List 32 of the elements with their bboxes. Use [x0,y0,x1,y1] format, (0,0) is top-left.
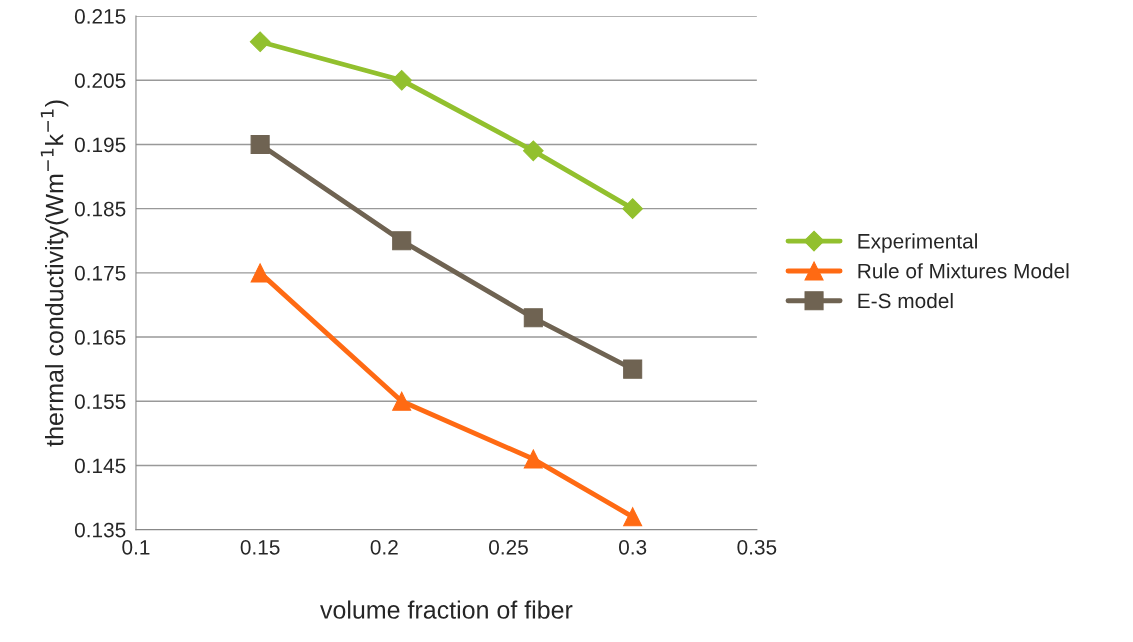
y-tick-label: 0.135 [74,522,126,538]
x-tick-label: 0.25 [489,539,528,555]
point [392,391,412,411]
point [250,134,270,154]
y-tick-label: 0.215 [74,9,126,24]
x-tick-label: 0.3 [619,539,647,555]
legend-label: Rule of Mixtures Model [858,263,1069,279]
point [522,140,544,162]
legend-label: E-S model [858,292,953,309]
y-tick-label: 0.205 [74,73,126,88]
x-tick-label: 0.15 [240,539,280,555]
x-axis-title: volume fraction of fiber [320,600,573,619]
y-tick-label: 0.195 [74,137,126,153]
x-tick-label: 0.35 [737,539,777,555]
y-axis-title: thermal conductivity(Wm$^{−1}$k$^{−1}$) [40,100,69,447]
point [623,359,643,379]
point [392,231,412,251]
x-tick-label: 0.1 [122,539,150,555]
point [250,263,270,283]
y-tick-label: 0.185 [74,201,126,217]
point [391,69,413,91]
y-tick-label: 0.145 [74,458,126,474]
x-tick-label: 0.2 [370,539,398,555]
y-tick-label: 0.175 [74,265,126,281]
point [249,31,271,53]
point [523,449,543,469]
point [622,198,644,219]
y-tick-label: 0.165 [74,330,126,345]
legend-label: Experimental [858,233,977,253]
point [623,507,643,527]
point [523,308,543,328]
y-tick-label: 0.155 [74,394,126,409]
